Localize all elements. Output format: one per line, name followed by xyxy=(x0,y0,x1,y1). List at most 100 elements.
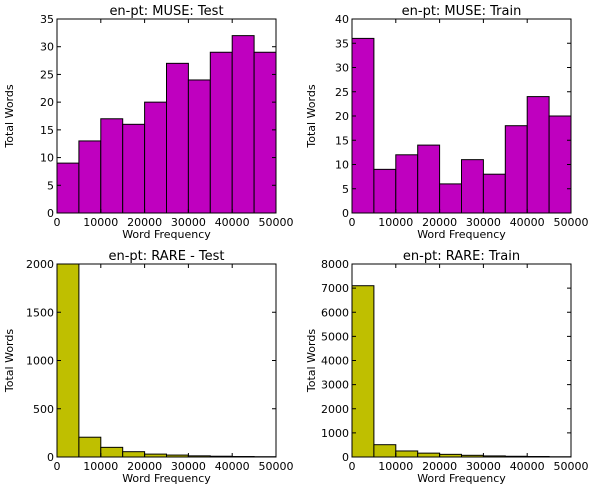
x-tick-label: 30000 xyxy=(466,216,501,229)
chart-panel-3: 0 10000 20000 30000 40000 50000 0 500 1000 1500 20… xyxy=(3,249,294,484)
histogram-bar xyxy=(461,159,484,214)
histogram-bar xyxy=(351,285,375,458)
chart-panel-4: 0 10000 20000 30000 40000 50000 0 1000 2000 3000 4… xyxy=(305,249,589,484)
y-tick-label: 5 xyxy=(47,179,54,192)
y-tick-label: 20 xyxy=(40,96,54,109)
histogram-bar xyxy=(373,168,397,214)
histogram-bar xyxy=(122,123,146,214)
y-tick-label: 5000 xyxy=(321,330,349,343)
histogram-bar xyxy=(417,452,441,458)
histogram-bar xyxy=(100,446,124,458)
y-axis-label: Total Words xyxy=(3,84,16,148)
histogram-bar xyxy=(166,62,189,214)
histogram-bar xyxy=(482,173,506,214)
histogram-bar xyxy=(417,144,441,214)
x-tick-label: 20000 xyxy=(422,216,457,229)
histogram-bar xyxy=(100,118,124,214)
x-tick-label: 50000 xyxy=(554,216,589,229)
histogram-bar xyxy=(526,96,550,214)
x-tick-label: 40000 xyxy=(215,216,250,229)
chart-title: en-pt: MUSE: Train xyxy=(402,4,522,19)
y-tick-label: 1500 xyxy=(26,306,54,319)
y-tick-label: 25 xyxy=(40,68,54,81)
y-tick-label: 1000 xyxy=(321,427,349,440)
histogram-bar xyxy=(209,51,233,214)
y-tick-label: 2000 xyxy=(321,403,349,416)
chart-title: en-pt: MUSE: Test xyxy=(109,4,223,19)
histogram-bar xyxy=(504,125,528,214)
y-tick-label: 10 xyxy=(40,152,54,165)
y-axis-label: Total Words xyxy=(305,84,318,148)
y-axis-label: Total Words xyxy=(3,329,16,393)
y-tick-label: 0 xyxy=(47,451,54,464)
histogram-bar xyxy=(253,51,277,214)
histogram-bar xyxy=(78,436,102,458)
histogram-bar xyxy=(351,37,375,214)
y-tick-label: 15 xyxy=(40,124,54,137)
x-tick-label: 10000 xyxy=(378,460,413,473)
x-tick-label: 0 xyxy=(54,216,61,229)
x-tick-label: 0 xyxy=(349,460,356,473)
y-tick-label: 35 xyxy=(40,13,54,26)
histogram-bar xyxy=(395,154,419,214)
x-axis-label: Word Frequency xyxy=(417,228,506,241)
x-axis-label: Word Frequency xyxy=(417,472,506,484)
x-tick-label: 40000 xyxy=(510,216,545,229)
histogram-bar xyxy=(122,451,146,458)
y-tick-label: 2000 xyxy=(26,258,54,271)
y-tick-label: 6000 xyxy=(321,306,349,319)
histogram-bar xyxy=(78,140,102,214)
y-tick-label: 25 xyxy=(335,86,349,99)
x-tick-label: 10000 xyxy=(83,460,118,473)
histogram-bar xyxy=(395,450,419,458)
y-tick-label: 30 xyxy=(40,41,54,54)
y-tick-label: 500 xyxy=(33,403,54,416)
plot-frame xyxy=(351,263,572,458)
x-tick-label: 50000 xyxy=(554,460,589,473)
chart-panel-1: 0 10000 20000 30000 40000 50000 0 5 10 15 20 25 30 35… xyxy=(3,4,294,241)
y-tick-label: 10 xyxy=(335,159,349,172)
y-tick-label: 7000 xyxy=(321,282,349,295)
x-tick-label: 20000 xyxy=(422,460,457,473)
x-tick-label: 50000 xyxy=(259,460,294,473)
x-tick-label: 40000 xyxy=(510,460,545,473)
chart-title: en-pt: RARE - Test xyxy=(109,249,225,264)
x-tick-label: 0 xyxy=(349,216,356,229)
chart-title: en-pt: RARE: Train xyxy=(403,249,520,264)
y-tick-label: 35 xyxy=(335,37,349,50)
x-tick-label: 50000 xyxy=(259,216,294,229)
chart-panel-2: 0 10000 20000 30000 40000 50000 0 5 10 15 20 25 30 35… xyxy=(305,4,589,241)
x-tick-label: 30000 xyxy=(171,460,206,473)
x-tick-label: 0 xyxy=(54,460,61,473)
y-tick-label: 3000 xyxy=(321,379,349,392)
histogram-bar xyxy=(56,162,80,214)
x-tick-label: 20000 xyxy=(127,216,162,229)
x-tick-label: 20000 xyxy=(127,460,162,473)
x-axis-label: Word Frequency xyxy=(122,472,211,484)
y-tick-label: 0 xyxy=(47,207,54,220)
x-axis-label: Word Frequency xyxy=(122,228,211,241)
y-tick-label: 8000 xyxy=(321,258,349,271)
histogram-bar xyxy=(144,101,168,214)
x-tick-label: 10000 xyxy=(83,216,118,229)
histogram-bar xyxy=(439,183,463,214)
plot-frame xyxy=(56,18,277,214)
x-tick-label: 30000 xyxy=(171,216,206,229)
histogram-bar xyxy=(231,35,255,214)
y-tick-label: 4000 xyxy=(321,355,349,368)
histogram-bar xyxy=(373,444,397,458)
y-axis-label: Total Words xyxy=(305,329,318,393)
y-tick-label: 20 xyxy=(335,110,349,123)
plot-frame xyxy=(56,263,277,458)
y-tick-label: 40 xyxy=(335,13,349,26)
x-tick-label: 40000 xyxy=(215,460,250,473)
y-tick-label: 1000 xyxy=(26,355,54,368)
x-tick-label: 30000 xyxy=(466,460,501,473)
y-tick-label: 5 xyxy=(342,183,349,196)
x-tick-label: 10000 xyxy=(378,216,413,229)
y-tick-label: 15 xyxy=(335,134,349,147)
y-tick-label: 0 xyxy=(342,207,349,220)
histogram-bar xyxy=(187,79,211,214)
y-tick-label: 0 xyxy=(342,451,349,464)
